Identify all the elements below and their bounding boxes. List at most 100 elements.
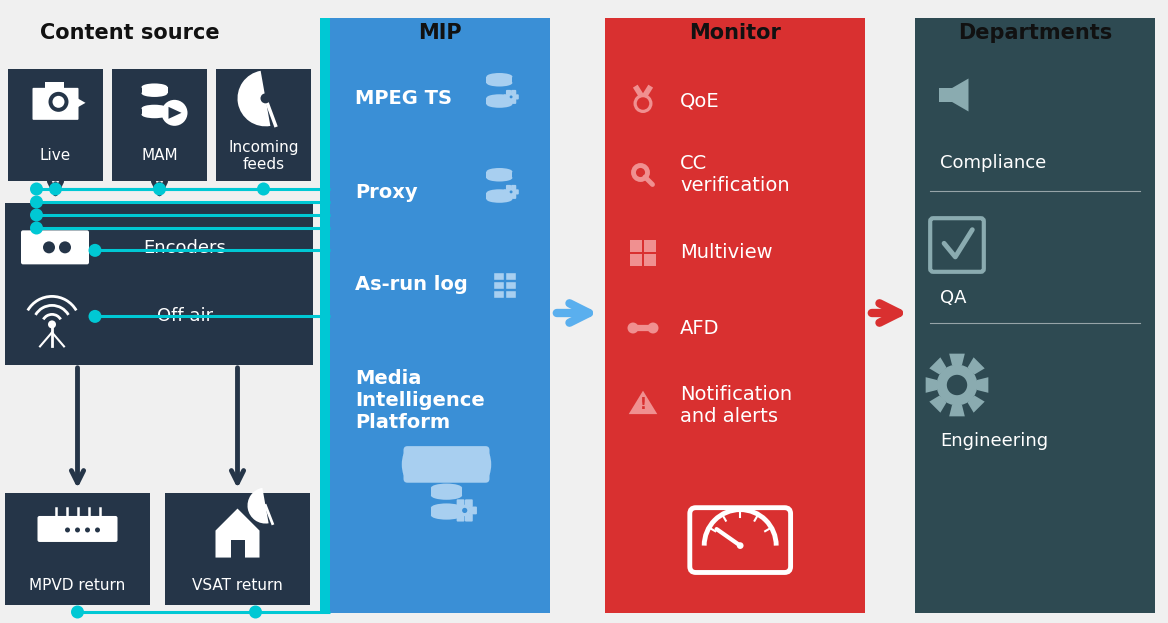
Text: As-run log: As-run log [355, 275, 467, 295]
FancyBboxPatch shape [431, 508, 463, 515]
Polygon shape [71, 95, 85, 111]
Polygon shape [950, 405, 965, 416]
Text: Departments: Departments [958, 23, 1112, 43]
Circle shape [30, 183, 43, 196]
FancyBboxPatch shape [503, 94, 508, 100]
Ellipse shape [141, 105, 167, 112]
Circle shape [509, 191, 513, 193]
FancyBboxPatch shape [465, 499, 473, 507]
Ellipse shape [431, 511, 463, 520]
FancyBboxPatch shape [141, 108, 167, 115]
Text: AFD: AFD [680, 318, 719, 338]
Ellipse shape [486, 189, 513, 196]
Polygon shape [930, 396, 946, 412]
Circle shape [30, 196, 43, 209]
FancyBboxPatch shape [915, 18, 1155, 613]
FancyBboxPatch shape [514, 94, 519, 100]
Circle shape [637, 97, 649, 110]
FancyBboxPatch shape [506, 272, 516, 280]
Text: MAM: MAM [141, 148, 178, 163]
Polygon shape [967, 396, 985, 412]
FancyBboxPatch shape [112, 69, 207, 181]
Circle shape [71, 606, 84, 619]
Circle shape [43, 241, 55, 254]
Circle shape [947, 375, 967, 395]
Circle shape [49, 92, 69, 112]
FancyBboxPatch shape [8, 69, 103, 181]
FancyBboxPatch shape [21, 231, 89, 264]
Circle shape [459, 505, 471, 516]
Circle shape [647, 323, 659, 333]
FancyBboxPatch shape [630, 240, 642, 252]
Ellipse shape [486, 196, 513, 203]
Ellipse shape [486, 73, 513, 80]
FancyBboxPatch shape [605, 18, 865, 613]
Text: Content source: Content source [40, 23, 220, 43]
FancyBboxPatch shape [493, 272, 503, 280]
Text: MPEG TS: MPEG TS [355, 88, 452, 108]
FancyBboxPatch shape [403, 446, 489, 483]
Text: Engineering: Engineering [940, 432, 1048, 450]
Circle shape [85, 528, 90, 533]
Text: Live: Live [40, 148, 71, 163]
Wedge shape [248, 488, 269, 523]
FancyBboxPatch shape [512, 90, 516, 95]
Circle shape [153, 183, 166, 196]
Circle shape [65, 528, 70, 533]
Polygon shape [939, 88, 952, 102]
FancyBboxPatch shape [165, 493, 310, 605]
Text: Proxy: Proxy [355, 184, 418, 202]
FancyBboxPatch shape [465, 514, 473, 521]
FancyBboxPatch shape [514, 189, 519, 194]
FancyBboxPatch shape [512, 194, 516, 199]
Circle shape [95, 528, 100, 533]
FancyBboxPatch shape [503, 189, 508, 194]
FancyBboxPatch shape [216, 69, 311, 181]
FancyBboxPatch shape [5, 493, 150, 605]
FancyBboxPatch shape [457, 514, 465, 521]
Ellipse shape [431, 491, 463, 500]
Circle shape [249, 606, 262, 619]
FancyBboxPatch shape [5, 203, 313, 365]
Circle shape [507, 93, 515, 100]
FancyBboxPatch shape [506, 90, 512, 95]
FancyBboxPatch shape [506, 281, 516, 288]
Ellipse shape [486, 174, 513, 181]
FancyBboxPatch shape [486, 193, 513, 199]
Polygon shape [216, 508, 259, 558]
Circle shape [260, 93, 271, 103]
FancyBboxPatch shape [457, 499, 465, 507]
Ellipse shape [486, 168, 513, 175]
Ellipse shape [141, 111, 167, 118]
FancyBboxPatch shape [506, 290, 516, 298]
Circle shape [463, 508, 467, 513]
Polygon shape [950, 354, 965, 365]
Ellipse shape [141, 83, 167, 91]
Circle shape [737, 542, 744, 549]
Ellipse shape [486, 100, 513, 108]
Wedge shape [237, 71, 270, 126]
FancyBboxPatch shape [630, 254, 642, 266]
Ellipse shape [431, 503, 463, 512]
FancyBboxPatch shape [493, 281, 503, 288]
FancyBboxPatch shape [512, 98, 516, 104]
Circle shape [53, 96, 64, 108]
FancyBboxPatch shape [320, 18, 331, 613]
Polygon shape [930, 358, 946, 374]
Text: Off air: Off air [157, 307, 213, 325]
Ellipse shape [486, 94, 513, 102]
FancyBboxPatch shape [486, 98, 513, 104]
Circle shape [627, 323, 639, 333]
FancyBboxPatch shape [493, 290, 503, 298]
FancyBboxPatch shape [431, 488, 463, 495]
Ellipse shape [402, 450, 413, 478]
FancyBboxPatch shape [644, 240, 656, 252]
FancyBboxPatch shape [33, 88, 78, 120]
Circle shape [507, 188, 515, 196]
FancyBboxPatch shape [506, 194, 512, 199]
Polygon shape [952, 78, 968, 112]
Polygon shape [168, 107, 181, 119]
FancyBboxPatch shape [644, 254, 656, 266]
FancyBboxPatch shape [486, 172, 513, 178]
Circle shape [49, 183, 62, 196]
